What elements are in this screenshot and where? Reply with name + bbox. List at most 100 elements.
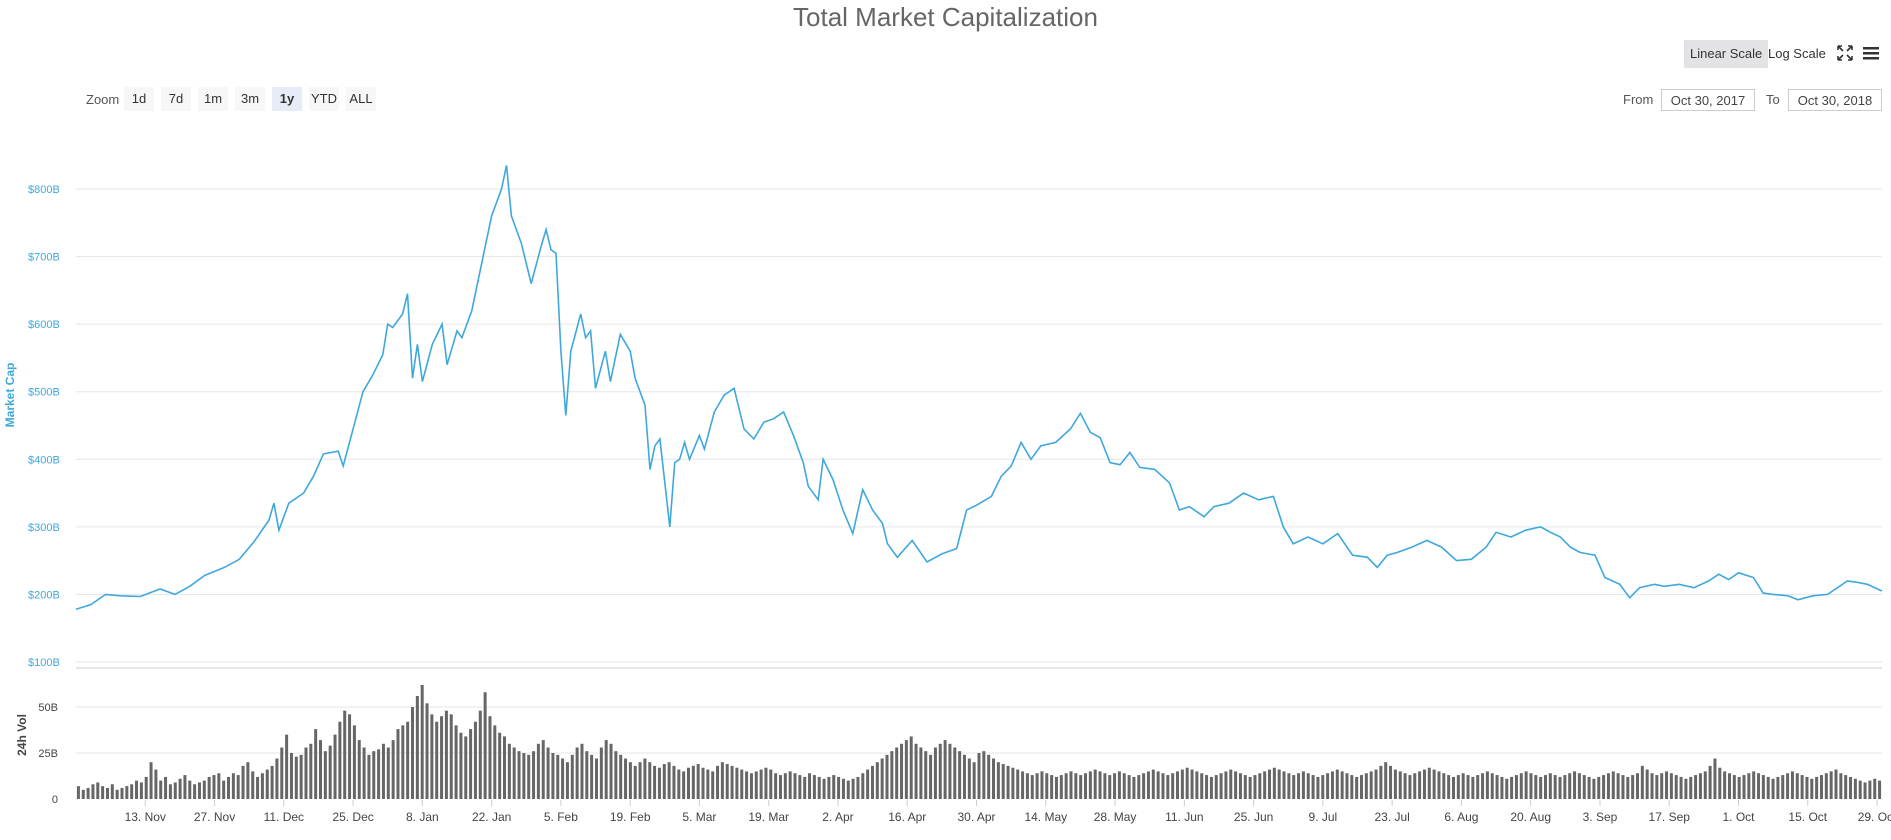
zoom-7d-button[interactable]: 7d [161, 87, 191, 111]
volume-bar [1606, 773, 1610, 799]
volume-bar [319, 740, 323, 799]
volume-bar [1413, 773, 1417, 799]
from-date-input[interactable]: Oct 30, 2017 [1661, 89, 1755, 111]
volume-bar [1355, 776, 1359, 799]
volume-bar [1088, 771, 1092, 799]
volume-bar [212, 775, 216, 799]
volume-bar [1776, 776, 1780, 799]
volume-bar [222, 780, 226, 799]
volume-bar [599, 747, 603, 799]
volume-bar [711, 771, 715, 799]
volume-bar [178, 778, 182, 799]
volume-bar [1708, 765, 1712, 799]
volume-bar [1229, 769, 1233, 799]
menu-icon[interactable] [1860, 42, 1882, 64]
volume-bar [541, 740, 545, 799]
x-tick-label: 11. Jun [1165, 810, 1203, 824]
volume-bar [1466, 775, 1470, 799]
price-y-tick-label: $400B [28, 454, 60, 466]
volume-bar [76, 786, 80, 799]
volume-bar [657, 767, 661, 799]
volume-bar [323, 751, 327, 799]
volume-bar [1190, 769, 1194, 799]
volume-bar [977, 753, 981, 799]
volume-bar [619, 754, 623, 799]
volume-bar [1093, 769, 1097, 799]
volume-grid [76, 706, 1882, 754]
volume-bar [1810, 778, 1814, 799]
volume-bar [110, 784, 114, 799]
volume-bar [672, 765, 676, 799]
volume-bar [512, 747, 516, 799]
volume-bar [1321, 775, 1325, 799]
zoom-all-button[interactable]: ALL [346, 87, 376, 111]
volume-bar [1727, 773, 1731, 799]
zoom-ytd-button[interactable]: YTD [309, 87, 339, 111]
volume-bar [1146, 771, 1150, 799]
volume-bar [866, 769, 870, 799]
volume-bar [149, 762, 153, 799]
volume-bar [1442, 773, 1446, 799]
volume-bar [285, 734, 289, 799]
volume-bar [372, 751, 376, 799]
volume-bar [183, 775, 187, 799]
volume-bar [289, 753, 293, 799]
volume-bar [1524, 771, 1528, 799]
volume-bar [260, 773, 264, 799]
volume-bar [343, 710, 347, 799]
zoom-1d-button[interactable]: 1d [124, 87, 154, 111]
volume-bar [1209, 776, 1213, 799]
volume-bar [1277, 769, 1281, 799]
volume-bar [1268, 769, 1272, 799]
volume-bar [1403, 773, 1407, 799]
x-tick-label: 14. May [1024, 810, 1067, 824]
volume-bar [1389, 765, 1393, 799]
volume-bar [130, 784, 134, 799]
volume-bar [1650, 773, 1654, 799]
price-y-tick-label: $200B [28, 589, 60, 601]
fullscreen-icon[interactable] [1834, 42, 1856, 64]
volume-bar [1611, 771, 1615, 799]
volume-bar [696, 764, 700, 799]
volume-bar [996, 762, 1000, 799]
market-cap-line [75, 165, 1883, 611]
x-tick-label: 20. Aug [1510, 810, 1551, 824]
zoom-1y-button[interactable]: 1y [272, 87, 302, 111]
volume-bar [774, 773, 778, 799]
price-y-tick-label: $500B [28, 387, 60, 399]
volume-bars [76, 684, 1882, 799]
volume-bar [546, 747, 550, 799]
volume-bar [1234, 771, 1238, 799]
volume-bar [101, 786, 105, 799]
volume-bar [580, 743, 584, 799]
volume-bar [1422, 769, 1426, 799]
volume-bar [740, 769, 744, 799]
x-tick-label: 2. Apr [822, 810, 853, 824]
volume-bar [1815, 776, 1819, 799]
zoom-3m-button[interactable]: 3m [235, 87, 265, 111]
price-grid [76, 188, 1882, 663]
volume-bar [938, 743, 942, 799]
volume-bar [1698, 773, 1702, 799]
volume-bar [1592, 778, 1596, 799]
zoom-1m-button[interactable]: 1m [198, 87, 228, 111]
volume-bar [1514, 775, 1518, 799]
volume-bar [1626, 776, 1630, 799]
linear-scale-button[interactable]: Linear Scale [1684, 40, 1769, 68]
log-scale-button[interactable]: Log Scale [1768, 46, 1826, 61]
volume-bar [875, 762, 879, 799]
volume-bar [173, 782, 177, 799]
x-tick-label: 6. Aug [1444, 810, 1478, 824]
x-tick-label: 3. Sep [1583, 810, 1618, 824]
volume-bar [972, 762, 976, 799]
to-date-input[interactable]: Oct 30, 2018 [1788, 89, 1882, 111]
volume-bar [992, 758, 996, 799]
volume-bar [827, 776, 831, 799]
volume-bar [880, 758, 884, 799]
volume-bar [1142, 773, 1146, 799]
volume-bar [1127, 775, 1131, 799]
volume-bar [1122, 773, 1126, 799]
volume-bar [962, 754, 966, 799]
volume-bar [735, 767, 739, 799]
volume-bar [1345, 773, 1349, 799]
